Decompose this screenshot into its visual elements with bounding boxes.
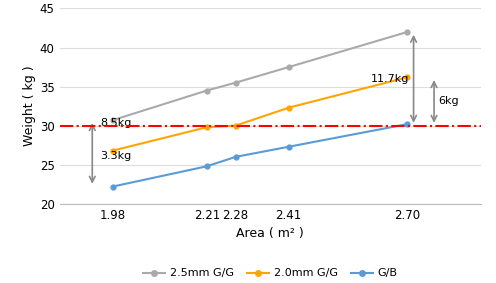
2.5mm G/G bbox=[286, 65, 292, 69]
2.5mm G/G bbox=[404, 30, 410, 34]
2.0mm G/G bbox=[204, 126, 210, 129]
Legend: 2.5mm G/G, 2.0mm G/G, G/B: 2.5mm G/G, 2.0mm G/G, G/B bbox=[138, 264, 402, 283]
2.0mm G/G bbox=[286, 106, 292, 110]
Text: 6kg: 6kg bbox=[438, 97, 459, 106]
Line: 2.0mm G/G: 2.0mm G/G bbox=[110, 75, 410, 153]
G/B bbox=[204, 165, 210, 168]
2.5mm G/G bbox=[233, 81, 239, 84]
G/B bbox=[404, 122, 410, 126]
2.5mm G/G bbox=[204, 89, 210, 92]
Text: 8.5kg: 8.5kg bbox=[101, 118, 132, 128]
Line: G/B: G/B bbox=[110, 122, 410, 189]
G/B bbox=[233, 155, 239, 158]
Text: 3.3kg: 3.3kg bbox=[101, 151, 132, 161]
G/B bbox=[110, 185, 116, 188]
Text: 11.7kg: 11.7kg bbox=[371, 74, 410, 84]
2.0mm G/G bbox=[110, 149, 116, 152]
Y-axis label: Weight ( kg ): Weight ( kg ) bbox=[23, 66, 36, 146]
2.0mm G/G bbox=[404, 76, 410, 79]
Line: 2.5mm G/G: 2.5mm G/G bbox=[110, 29, 410, 123]
X-axis label: Area ( m² ): Area ( m² ) bbox=[237, 227, 304, 240]
2.0mm G/G bbox=[233, 124, 239, 127]
G/B bbox=[286, 145, 292, 149]
2.5mm G/G bbox=[110, 119, 116, 122]
